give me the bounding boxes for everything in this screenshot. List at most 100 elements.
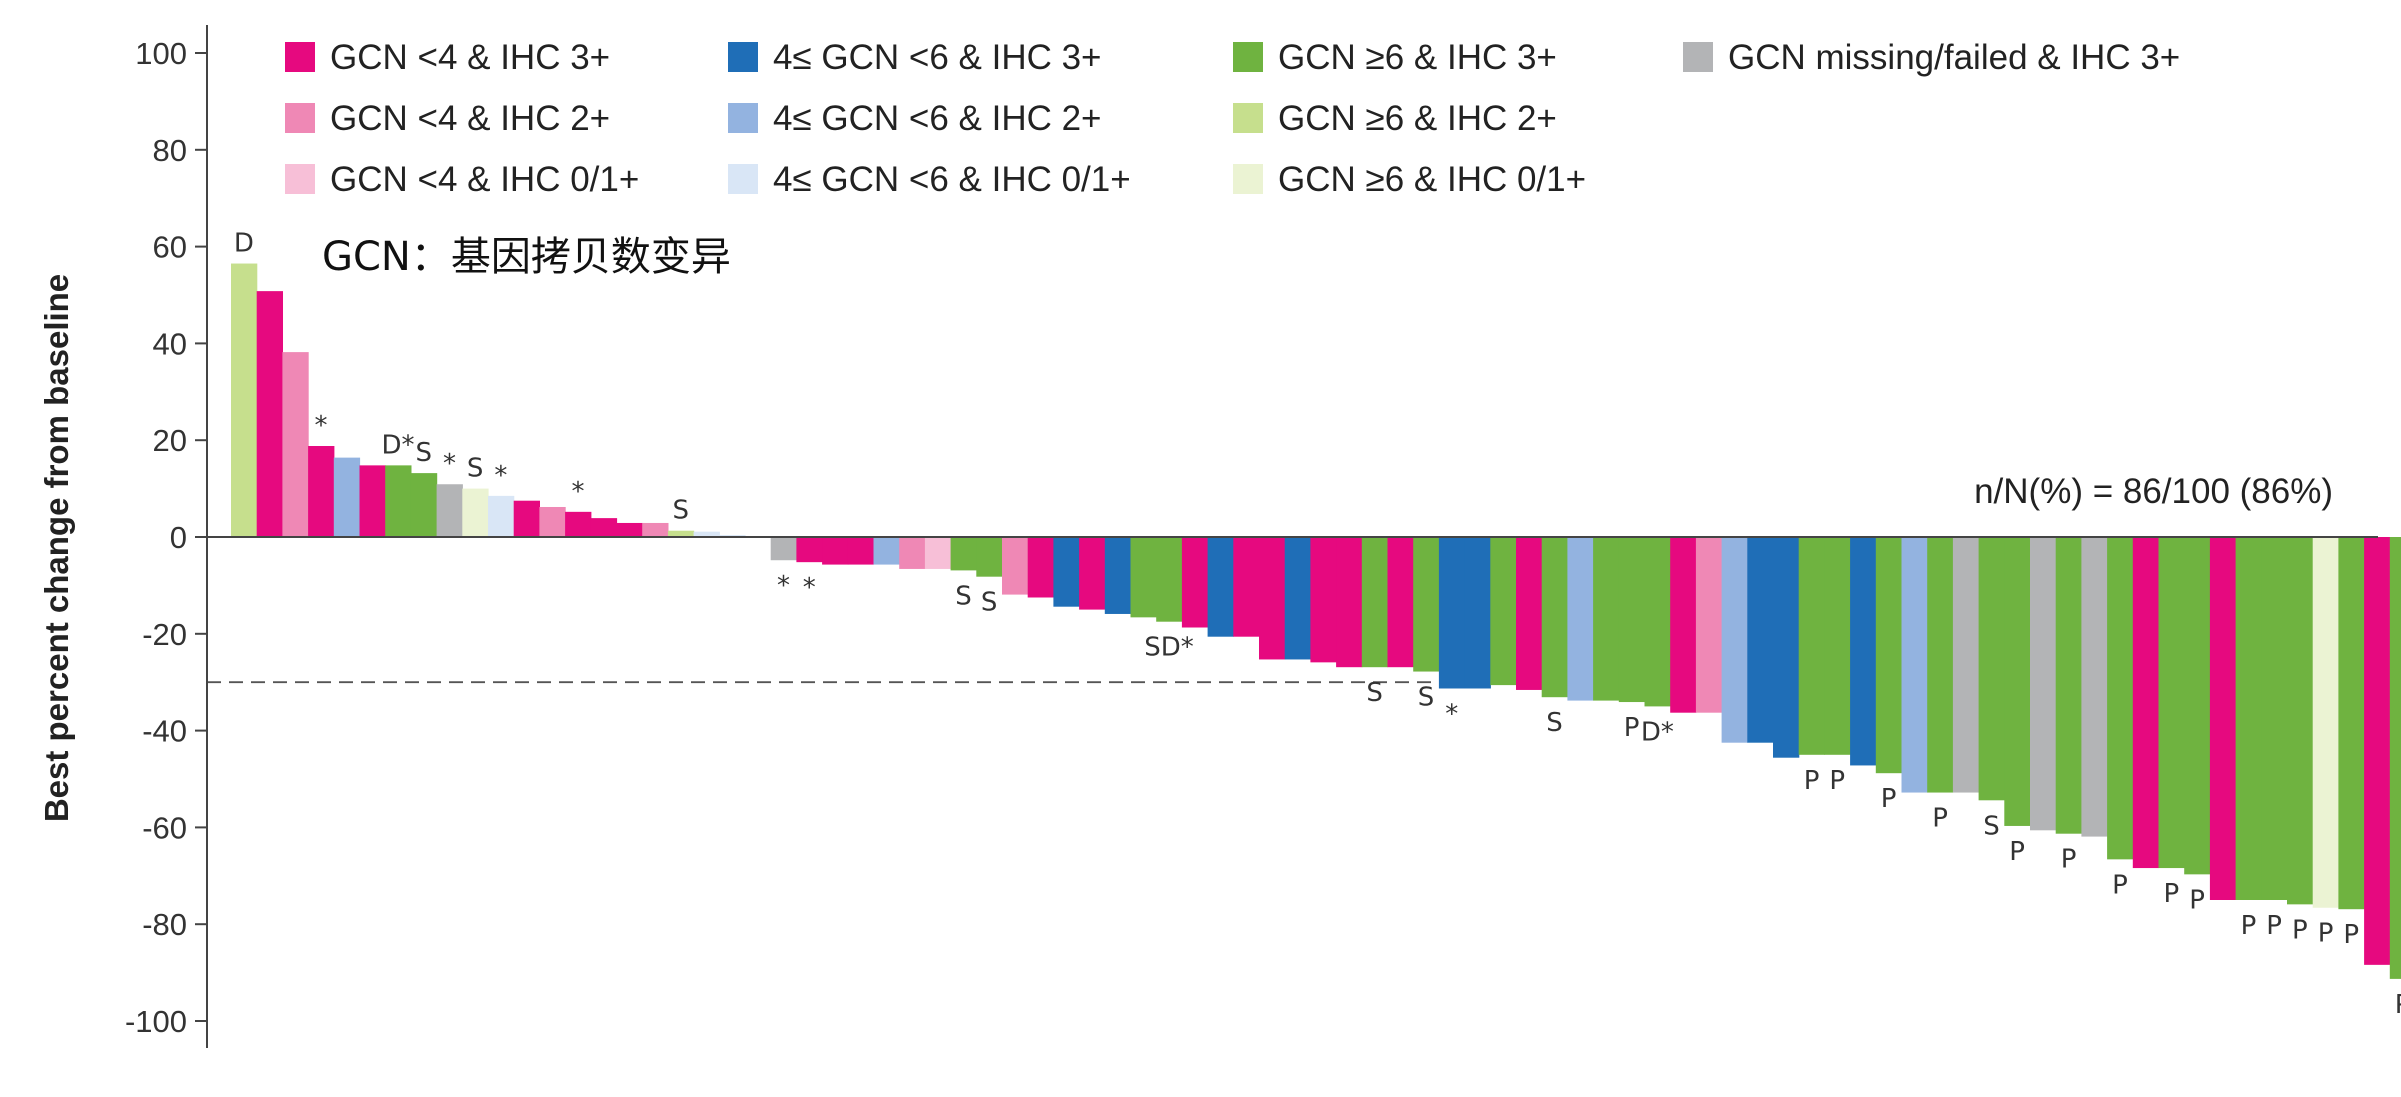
bar (1952, 537, 1980, 793)
bar (1259, 537, 1286, 660)
bar-annotation: P (2009, 837, 2025, 867)
bar-annotation: P (1932, 804, 1948, 834)
bar (616, 522, 643, 537)
y-tick-label: 40 (153, 326, 187, 361)
legend-swatch (285, 164, 315, 194)
bar (2364, 537, 2391, 965)
bar (590, 518, 618, 537)
bar (899, 537, 926, 569)
bar (1618, 537, 1646, 703)
legend-label: GCN missing/failed & IHC 3+ (1728, 38, 2180, 77)
legend-swatch (728, 103, 758, 133)
legend-swatch (285, 42, 315, 72)
bar (2209, 537, 2237, 900)
bar (436, 484, 463, 537)
bar (1850, 537, 1877, 766)
bar-annotation: S (1546, 708, 1563, 738)
bar-annotation: P (1829, 766, 1845, 796)
bar (282, 352, 309, 537)
bar-annotation: P (2318, 919, 2334, 949)
bar (1079, 537, 1106, 610)
legend-label: 4≤ GCN <6 & IHC 0/1+ (773, 160, 1131, 199)
bar (2107, 537, 2134, 860)
bar-annotation: SD* (1144, 633, 1194, 663)
bar (333, 457, 361, 537)
bar-annotation: * (494, 461, 507, 491)
y-tick-label: 0 (170, 520, 187, 555)
bar (1747, 537, 1774, 743)
bar (1310, 537, 1337, 663)
bar (410, 473, 438, 537)
bar (565, 511, 592, 537)
bar (642, 522, 669, 537)
legend-label: GCN ≥6 & IHC 2+ (1278, 99, 1557, 138)
bar (1181, 537, 1209, 628)
y-tick-label: 80 (153, 133, 187, 168)
bar-annotation: P (2112, 870, 2128, 900)
legend-item: 4≤ GCN <6 & IHC 0/1+ (728, 160, 1131, 199)
bar-annotation: S (415, 438, 432, 468)
bar (1567, 537, 1594, 701)
legend-item: 4≤ GCN <6 & IHC 3+ (728, 38, 1102, 77)
bar (1978, 537, 2005, 801)
bar (462, 488, 489, 537)
bar (2287, 537, 2314, 905)
legend-label: GCN <4 & IHC 3+ (330, 38, 610, 77)
bar (1773, 537, 1800, 758)
bar (770, 537, 797, 561)
bar (2261, 537, 2288, 900)
y-tick-label: -100 (125, 1004, 187, 1039)
bar (976, 537, 1003, 577)
bar (1027, 537, 1054, 598)
bar (539, 506, 566, 537)
bar (2338, 537, 2365, 910)
bar-annotation: S (1418, 683, 1435, 713)
legend-label: GCN <4 & IHC 0/1+ (330, 160, 639, 199)
bar (1901, 537, 1928, 793)
bar (231, 263, 258, 537)
legend-swatch (1683, 42, 1713, 72)
bar (873, 537, 900, 565)
bar (2389, 537, 2401, 979)
bar (847, 537, 875, 565)
bar (950, 537, 977, 571)
legend-item: GCN missing/failed & IHC 3+ (1683, 38, 2180, 77)
bar (924, 537, 952, 569)
bar (1207, 537, 1234, 637)
bar-annotation: D* (1641, 717, 1674, 747)
y-tick-label: 100 (135, 36, 187, 71)
bar-annotation: S (1983, 811, 2000, 841)
bar (1336, 537, 1363, 668)
bar (2312, 537, 2339, 908)
bar (1104, 537, 1132, 614)
bar-annotation: S (955, 581, 972, 611)
bar (1875, 537, 1903, 774)
bar-annotation: * (803, 573, 816, 603)
bar-annotation: P (2292, 915, 2308, 945)
bar (513, 500, 540, 537)
gcn-note: GCN：基因拷贝数变异 (322, 234, 731, 280)
legend-swatch (1233, 42, 1263, 72)
legend-item: GCN ≥6 & IHC 3+ (1233, 38, 1557, 77)
bar (2132, 537, 2160, 869)
legend-item: GCN <4 & IHC 0/1+ (285, 160, 639, 199)
response-rate-text: n/N(%) = 86/100 (86%) (1974, 472, 2333, 511)
bar (2055, 537, 2082, 834)
legend-label: 4≤ GCN <6 & IHC 2+ (773, 99, 1102, 138)
y-tick-label: -40 (142, 714, 187, 749)
bar-annotation: S (981, 588, 998, 618)
legend-swatch (1233, 164, 1263, 194)
bar (822, 537, 849, 565)
bar-annotation: * (443, 449, 456, 479)
y-tick-label: 20 (153, 423, 187, 458)
bar (256, 291, 283, 537)
y-tick-label: -60 (142, 810, 187, 845)
bar-annotation: S (1366, 678, 1383, 708)
legend-swatch (728, 164, 758, 194)
bar (1233, 537, 1260, 637)
legend-label: GCN ≥6 & IHC 0/1+ (1278, 160, 1586, 199)
bar (1438, 537, 1466, 689)
bar (2184, 537, 2211, 875)
bar (1927, 537, 1954, 793)
bar (693, 531, 720, 537)
